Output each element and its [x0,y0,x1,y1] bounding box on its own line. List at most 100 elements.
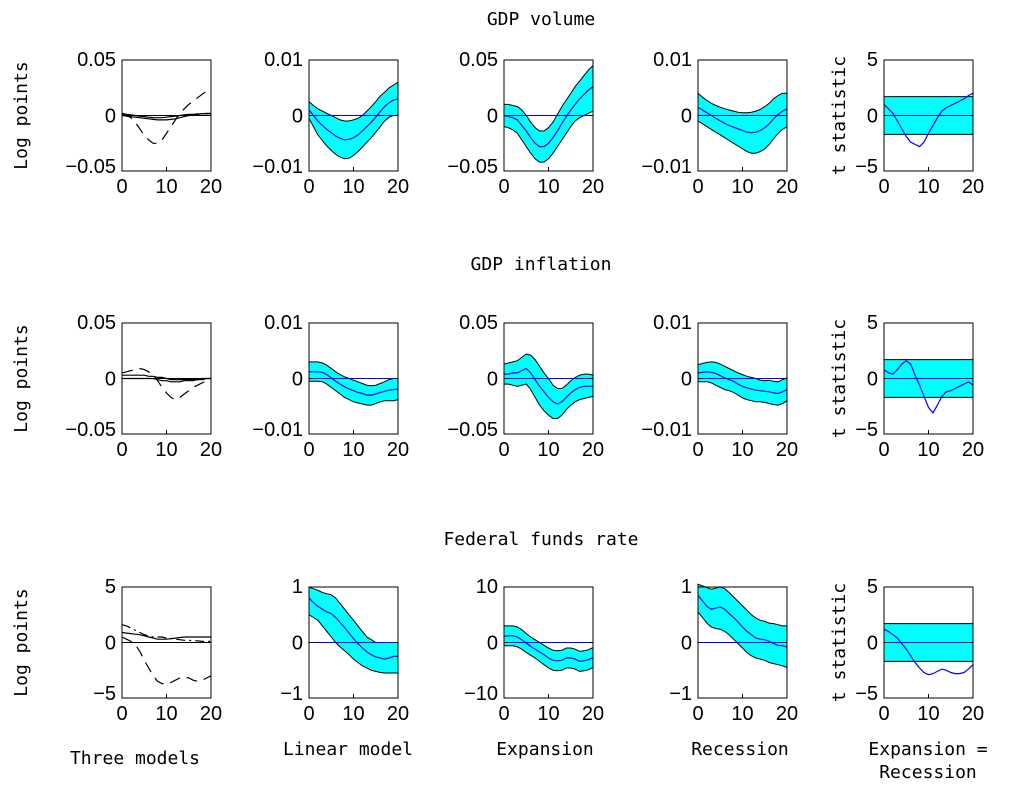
x-tick-label: 0 [878,703,889,725]
y-tick-label: 0.01 [653,312,692,334]
response-line [883,92,974,148]
x-tick-label: 0 [116,176,127,198]
model-line-2 [121,87,212,144]
x-tick-label: 20 [582,703,604,725]
x-tick-label: 10 [342,703,364,725]
response-line [503,635,594,663]
y-tick-label: −0.05 [447,156,498,178]
row-title-gdp-volume: GDP volume [487,9,595,30]
y-tick-label: 0 [487,369,498,391]
response-line [503,86,594,148]
x-tick-label: 20 [962,703,984,725]
panel-r0-c3: 0.010−0.010 10 20 [641,49,798,198]
y-axis-label: Log points [11,61,32,169]
confidence-band [308,586,399,674]
y-tick-label: −0.01 [252,156,303,178]
response-line [697,594,788,648]
x-tick-label: 20 [200,439,222,461]
x-tick-label: 0 [303,439,314,461]
y-tick-label: −10 [464,683,498,705]
column-label-expansion: Expansion [496,739,594,760]
y-tick-label: 5 [867,576,878,598]
column-label-three-models: Three models [70,748,200,769]
y-tick-label: −0.01 [252,419,303,441]
y-tick-label: −5 [855,156,878,178]
y-axis-label: t statistic [829,583,850,702]
confidence-band [697,92,788,154]
x-tick-label: 20 [962,439,984,461]
x-tick-label: 10 [155,176,177,198]
y-tick-label: −5 [93,683,116,705]
x-tick-label: 20 [776,703,798,725]
y-tick-label: −5 [855,683,878,705]
y-tick-label: 5 [105,576,116,598]
y-tick-label: 10 [476,576,498,598]
y-tick-label: 0 [487,106,498,128]
y-axis-label: Log points [11,324,32,432]
y-tick-label: 0.05 [459,49,498,71]
response-line [883,359,974,414]
y-tick-label: 5 [867,49,878,71]
panel-r0-c2: 0.050−0.050 10 20 [447,49,604,198]
y-tick-label: −0.05 [447,419,498,441]
x-tick-label: 20 [200,703,222,725]
y-tick-label: 0.01 [264,312,303,334]
confidence-band [503,353,594,419]
y-tick-label: −0.05 [65,419,116,441]
y-tick-label: −5 [855,419,878,441]
x-tick-label: 10 [537,703,559,725]
x-tick-label: 20 [582,176,604,198]
x-tick-label: 0 [878,176,889,198]
x-tick-label: 20 [387,176,409,198]
y-tick-label: 0 [867,369,878,391]
y-tick-label: −0.01 [641,419,692,441]
x-tick-label: 0 [116,703,127,725]
model-line-0 [121,631,211,640]
panel-r1-c3: 0.010−0.010 10 20 [641,312,798,461]
confidence-band [308,361,399,406]
response-line [309,371,399,396]
y-tick-label: 5 [867,312,878,334]
y-tick-label: 0 [487,633,498,655]
y-tick-label: 0.05 [459,312,498,334]
x-tick-label: 0 [692,176,703,198]
x-tick-label: 20 [582,439,604,461]
response-line [697,106,788,134]
response-line [883,628,974,676]
panel-r2-c3: 10−10 10 20 [669,576,798,725]
y-axis-label: t statistic [829,56,850,175]
y-tick-label: 0 [292,369,303,391]
confidence-band [503,625,594,672]
y-tick-label: 0 [867,633,878,655]
response-line [504,367,593,405]
row-title-federal-funds-rate: Federal funds rate [443,529,638,550]
x-tick-label: 10 [342,439,364,461]
x-tick-label: 0 [498,703,509,725]
y-tick-label: −1 [669,683,692,705]
y-tick-label: 0 [105,369,116,391]
panel-r0-c1: 0.010−0.010 10 20 [252,49,409,198]
panel-r1-c2: 0.050−0.050 10 20 [447,312,604,461]
x-tick-label: 10 [917,176,939,198]
x-tick-label: 10 [155,439,177,461]
y-axis-label: Log points [11,588,32,696]
response-line [308,98,399,141]
y-tick-label: −0.05 [65,156,116,178]
y-tick-label: 1 [292,576,303,598]
x-tick-label: 20 [776,176,798,198]
y-tick-label: −0.01 [641,156,692,178]
x-tick-label: 0 [116,439,127,461]
y-tick-label: 0 [292,633,303,655]
x-tick-label: 20 [387,703,409,725]
x-tick-label: 0 [303,176,314,198]
y-tick-label: 0 [105,633,116,655]
column-label-linear-model: Linear model [283,739,413,760]
model-line-1 [121,112,211,121]
y-tick-label: 0.05 [77,49,116,71]
model-line-1 [121,624,211,642]
x-tick-label: 20 [387,439,409,461]
confidence-band [697,583,788,669]
